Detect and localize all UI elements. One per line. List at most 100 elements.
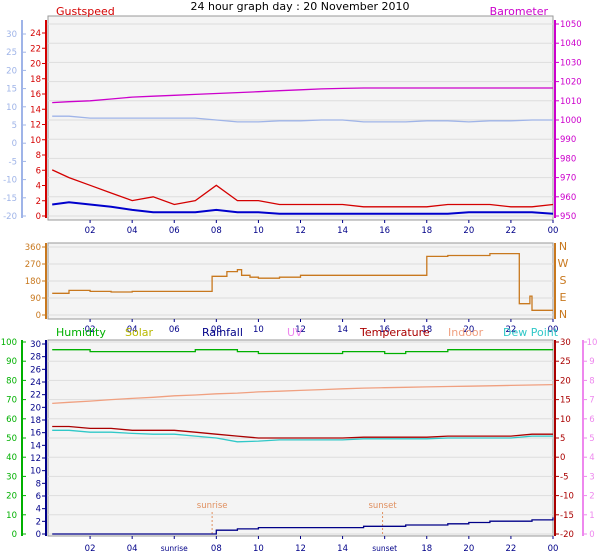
p3-rain-tick-label: 4	[36, 505, 41, 515]
p2-left-tick-label: 360	[25, 243, 41, 253]
p3-temp-tick-label: 25	[560, 357, 571, 367]
p3-series-temperature	[52, 425, 553, 439]
p1-x-tick-label: 22	[506, 226, 517, 236]
p1-x-tick-label: 14	[337, 226, 348, 236]
p2-x-tick-label: 22	[506, 325, 517, 335]
p3-humidity-tick-label: 20	[6, 492, 17, 502]
p3-x-tick-label: 20	[463, 544, 474, 554]
legend-temperature: Temperature	[359, 326, 430, 339]
p3-humidity-tick-label: 0	[12, 530, 17, 540]
p3-humidity-tick-label: 30	[6, 472, 17, 482]
p3-temp-tick-label: 20	[560, 376, 571, 386]
p3-rain-tick-label: 30	[30, 340, 41, 350]
p3-humidity-tick-label: 100	[1, 338, 17, 348]
p1-inner-left-tick-label: 4	[36, 182, 41, 192]
p1-x-tick-label: 06	[169, 226, 180, 236]
p3-series-dewpoint	[52, 429, 553, 443]
p1-right-tick-label: 1030	[560, 58, 582, 68]
p3-temp-tick-label: -20	[560, 530, 574, 540]
p2-x-tick-label: 08	[211, 325, 222, 335]
legend-humidity: Humidity	[56, 326, 106, 339]
p3-x-tick-label: 02	[85, 544, 96, 554]
p3-sunrise-label: sunrise	[197, 501, 228, 511]
p3-x-tick-label: 12	[295, 544, 306, 554]
p2-x-tick-label: 10	[253, 325, 264, 335]
p1-outer-left-tick-label: -15	[3, 194, 17, 204]
p3-x-tick-label: 04	[127, 544, 138, 554]
p1-x-tick-label: 16	[379, 226, 390, 236]
p3-x-tick-label: 18	[421, 544, 432, 554]
legend-gustspeed: Gustspeed	[56, 5, 115, 18]
p2-compass-label: N	[559, 240, 567, 253]
p1-inner-left-tick-label: 0	[36, 212, 41, 222]
p2-left-tick-label: 180	[25, 277, 41, 287]
p3-humidity-tick-label: 90	[6, 357, 17, 367]
p1-right-tick-label: 980	[560, 154, 576, 164]
p3-rain-tick-label: 18	[30, 416, 41, 426]
p3-rain-tick-label: 16	[30, 429, 41, 439]
p2-x-tick-label: 04	[127, 325, 138, 335]
p3-humidity-tick-label: 10	[6, 511, 17, 521]
p1-outer-left-tick-label: 10	[6, 103, 17, 113]
p2-x-tick-label: 12	[295, 325, 306, 335]
p1-outer-left-tick-label: 30	[6, 30, 17, 40]
p3-uv-tick-label: 7	[589, 396, 594, 406]
p3-humidity-tick-label: 70	[6, 396, 17, 406]
p1-inner-left-tick-label: 10	[30, 136, 41, 146]
p3-uv-tick-label: 8	[589, 376, 594, 386]
p3-rain-tick-label: 8	[36, 479, 41, 489]
p3-temp-tick-label: 30	[560, 338, 571, 348]
p3-humidity-tick-label: 40	[6, 453, 17, 463]
p2-compass-label: W	[558, 257, 569, 270]
p3-x-tick-label: sunrise	[161, 544, 188, 553]
p1-right-tick-label: 1050	[560, 20, 582, 30]
p1-inner-left-tick-label: 14	[30, 105, 41, 115]
p1-x-tick-label: 00	[548, 226, 559, 236]
p1-x-tick-label: 12	[295, 226, 306, 236]
p3-humidity-tick-label: 60	[6, 415, 17, 425]
p3-rain-tick-label: 12	[30, 454, 41, 464]
p1-inner-left-tick-label: 2	[36, 197, 41, 207]
legend-barometer: Barometer	[490, 5, 549, 18]
p3-temp-tick-label: -5	[560, 472, 568, 482]
p1-right-tick-label: 1000	[560, 116, 582, 126]
legend-dewpoint: Dew Point	[503, 326, 559, 339]
p1-inner-left-tick-label: 20	[30, 60, 41, 70]
p1-inner-left-tick-label: 18	[30, 75, 41, 85]
p1-series-gust	[51, 169, 554, 208]
p2-compass-label: E	[560, 291, 567, 304]
p3-uv-tick-label: 4	[589, 453, 594, 463]
legend-solar: Solar	[125, 326, 154, 339]
p3-rain-tick-label: 20	[30, 403, 41, 413]
p3-uv-tick-label: 2	[589, 492, 594, 502]
p1-inner-left-tick-label: 8	[36, 151, 41, 161]
p3-temp-tick-label: 0	[560, 453, 565, 463]
p1-right-tick-label: 1010	[560, 97, 582, 107]
p3-series-rainfall	[52, 517, 554, 535]
p3-humidity-tick-label: 50	[6, 434, 17, 444]
legend-uv: UV	[287, 326, 303, 339]
p2-x-tick-label: 06	[169, 325, 180, 335]
p3-uv-tick-label: 1	[589, 511, 594, 521]
p3-x-tick-label: sunset	[372, 544, 397, 553]
p1-inner-left-tick-label: 22	[30, 44, 41, 54]
p3-rain-tick-label: 28	[30, 353, 41, 363]
p1-right-tick-label: 950	[560, 212, 576, 222]
p2-x-tick-label: 02	[85, 325, 96, 335]
p1-right-tick-label: 970	[560, 174, 576, 184]
p3-x-tick-label: 08	[211, 544, 222, 554]
p1-outer-left-tick-label: 25	[6, 48, 17, 58]
p1-right-tick-label: 990	[560, 135, 576, 145]
p1-outer-left-tick-label: 20	[6, 66, 17, 76]
p3-temp-tick-label: 5	[560, 434, 565, 444]
p1-inner-left-tick-label: 16	[30, 90, 41, 100]
p3-rain-tick-label: 24	[30, 378, 41, 388]
p1-x-tick-label: 08	[211, 226, 222, 236]
p3-sunset-label: sunset	[368, 501, 397, 511]
p1-inner-left-tick-label: 12	[30, 121, 41, 131]
p2-x-tick-label: 20	[463, 325, 474, 335]
p1-inner-left-tick-label: 24	[30, 29, 41, 39]
p1-outer-left-tick-label: -10	[3, 176, 17, 186]
